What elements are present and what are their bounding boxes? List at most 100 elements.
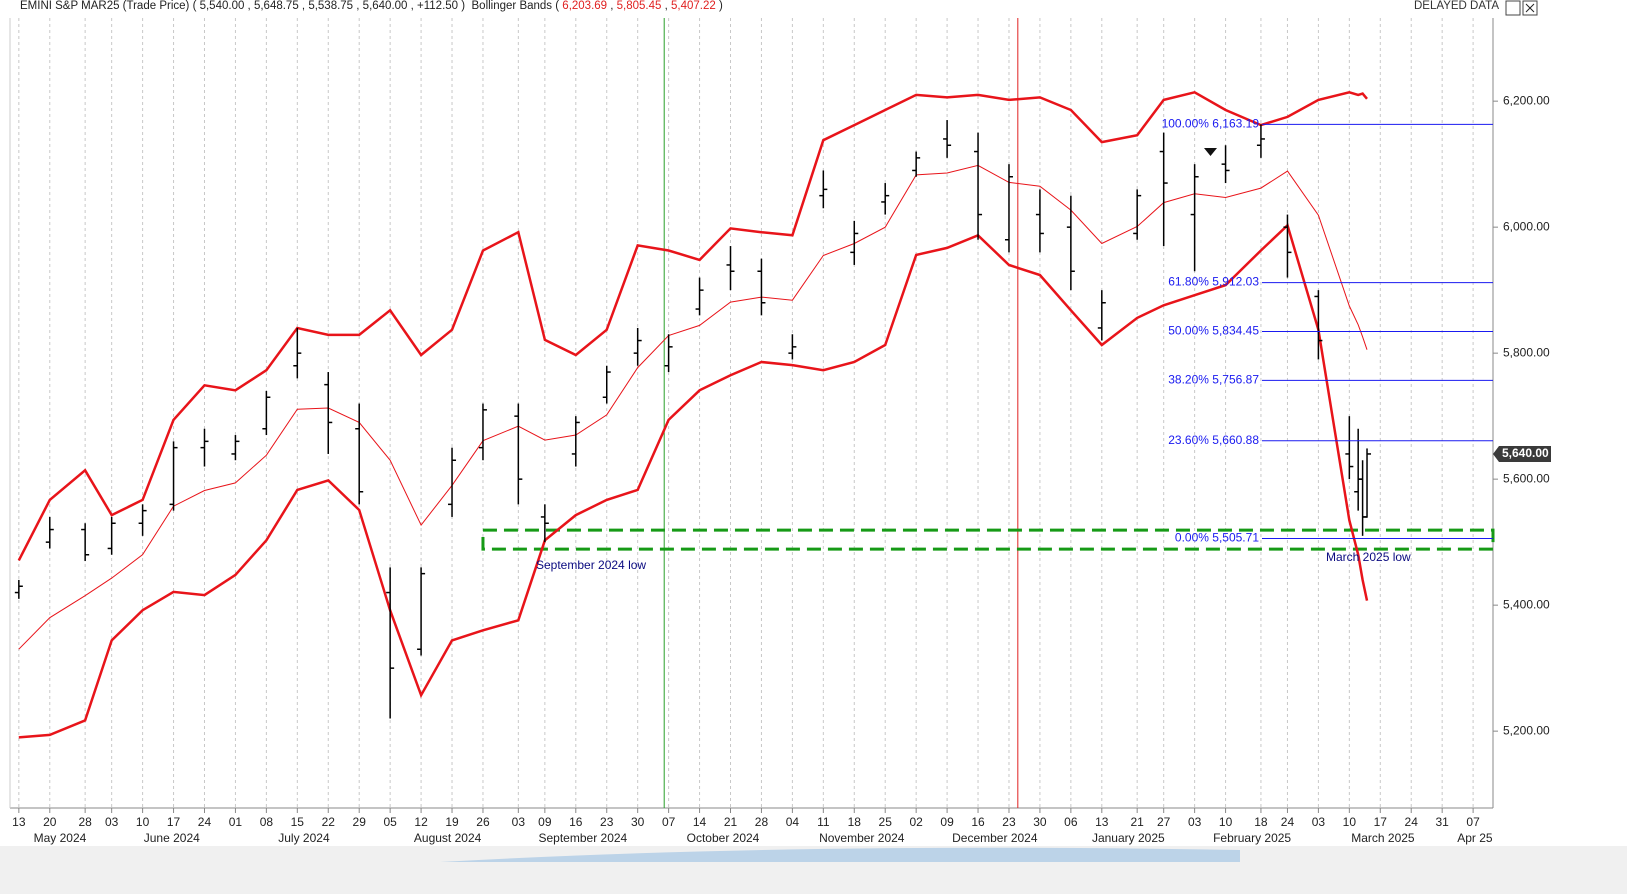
fib-label: 100.00% 6,163.19 (1162, 117, 1260, 131)
status: DELAYED DATA (1414, 0, 1499, 12)
study-value: 5,805.45 (617, 0, 671, 12)
price-bar (1283, 214, 1292, 278)
fib-label: 50.00% 5,834.45 (1168, 324, 1259, 338)
price-bar (664, 334, 673, 373)
x-tick-label: 10 (136, 815, 150, 829)
price-bar (1256, 124, 1265, 158)
x-tick-label: 19 (445, 815, 459, 829)
price-bar (912, 151, 921, 177)
x-tick-label: 21 (724, 815, 738, 829)
navigator[interactable] (440, 847, 1240, 862)
price-bar (386, 567, 395, 719)
x-tick-label: 04 (786, 815, 800, 829)
x-tick-label: 08 (260, 815, 274, 829)
x-tick-label: 09 (940, 815, 954, 829)
fib-label: 61.80% 5,912.03 (1168, 275, 1259, 289)
price-bar (293, 327, 302, 379)
price-bar (169, 441, 178, 511)
x-tick-label: 12 (414, 815, 428, 829)
price-bar (974, 132, 983, 240)
study-name: Bollinger Bands (471, 0, 553, 12)
x-tick-label: 24 (1405, 815, 1419, 829)
price-bar (633, 327, 642, 366)
fib-label: 0.00% 5,505.71 (1175, 531, 1259, 545)
x-tick-label: 23 (1002, 815, 1016, 829)
x-tick-label: 21 (1130, 815, 1144, 829)
price-bar (324, 372, 333, 454)
x-tick-label: 15 (291, 815, 305, 829)
fib-label: 23.60% 5,660.88 (1168, 433, 1259, 447)
x-tick-label: 07 (662, 815, 676, 829)
month-label: November 2024 (819, 831, 905, 845)
price-bar (1221, 145, 1230, 184)
month-label: Apr 25 (1457, 831, 1493, 845)
fib-label: 38.20% 5,756.87 (1168, 372, 1259, 386)
x-tick-label: 23 (600, 815, 614, 829)
ohlc-value: 5,648.75 (254, 0, 308, 12)
price-bar (695, 277, 704, 316)
signal-marker (1204, 148, 1217, 156)
price-bar (45, 516, 54, 549)
x-tick-label: 11 (817, 815, 830, 829)
price-bar (14, 579, 23, 599)
price-bar (1097, 290, 1106, 341)
price-bar (1345, 416, 1354, 480)
price-bar (757, 258, 766, 316)
price-bar (943, 120, 952, 158)
x-tick-label: 16 (569, 815, 583, 829)
x-tick-label: 09 (538, 815, 552, 829)
x-tick-label: 05 (383, 815, 397, 829)
x-tick-label: 17 (1374, 815, 1388, 829)
support-zone (481, 528, 1495, 551)
x-tick-label: 13 (12, 815, 26, 829)
price-bar (819, 170, 828, 209)
bollinger-middle (18, 164, 1368, 650)
ohlc-values: 5,540.005,648.755,538.755,640.00+112.50 (193, 0, 466, 12)
price-bar (200, 428, 209, 467)
x-tick-label: 07 (1466, 815, 1480, 829)
price-bar (726, 246, 735, 291)
x-tick-label: 22 (322, 815, 336, 829)
month-label: May 2024 (34, 831, 87, 845)
ohlc-value: 5,540.00 (200, 0, 254, 12)
study-value: 6,203.69 (562, 0, 616, 12)
x-tick-label: 13 (1095, 815, 1109, 829)
x-tick-label: 16 (971, 815, 985, 829)
price-bar (1363, 448, 1372, 518)
price-bar (850, 220, 859, 265)
x-tick-label: 10 (1343, 815, 1357, 829)
price-bar (231, 435, 240, 461)
y-tick-label: 6,000.00 (1503, 219, 1550, 233)
month-label: September 2024 (538, 831, 627, 845)
x-tick-label: 25 (879, 815, 893, 829)
price-bar (1159, 132, 1168, 247)
last-price-box (1493, 445, 1551, 462)
month-label: August 2024 (414, 831, 482, 845)
ohlc-value: 5,538.75 (308, 0, 362, 12)
y-tick-label: 5,400.00 (1503, 597, 1550, 611)
x-tick-label: 03 (512, 815, 526, 829)
bollinger-lower (18, 222, 1369, 739)
x-tick-label: 01 (229, 815, 243, 829)
x-tick-label: 17 (167, 815, 181, 829)
y-tick-label: 6,200.00 (1503, 93, 1550, 107)
x-tick-label: 18 (1254, 815, 1268, 829)
change: +112.50 (417, 0, 459, 12)
price-bar (881, 183, 890, 215)
month-label: July 2024 (278, 831, 330, 845)
y-tick-label: 5,200.00 (1503, 723, 1550, 737)
price-bar (1358, 460, 1367, 536)
chart-header: EMINI S&P MAR25 (Trade Price) 5,540.005,… (20, 0, 723, 12)
price-bar (1314, 290, 1323, 360)
annotation: September 2024 low (536, 558, 646, 572)
price-bar (138, 504, 147, 536)
x-tick-label: 26 (476, 815, 490, 829)
restore-button[interactable] (1505, 0, 1521, 16)
x-tick-label: 30 (631, 815, 645, 829)
price-bar (788, 334, 797, 360)
price-bar (478, 403, 487, 461)
month-label: December 2024 (952, 831, 1038, 845)
x-tick-label: 20 (43, 815, 57, 829)
